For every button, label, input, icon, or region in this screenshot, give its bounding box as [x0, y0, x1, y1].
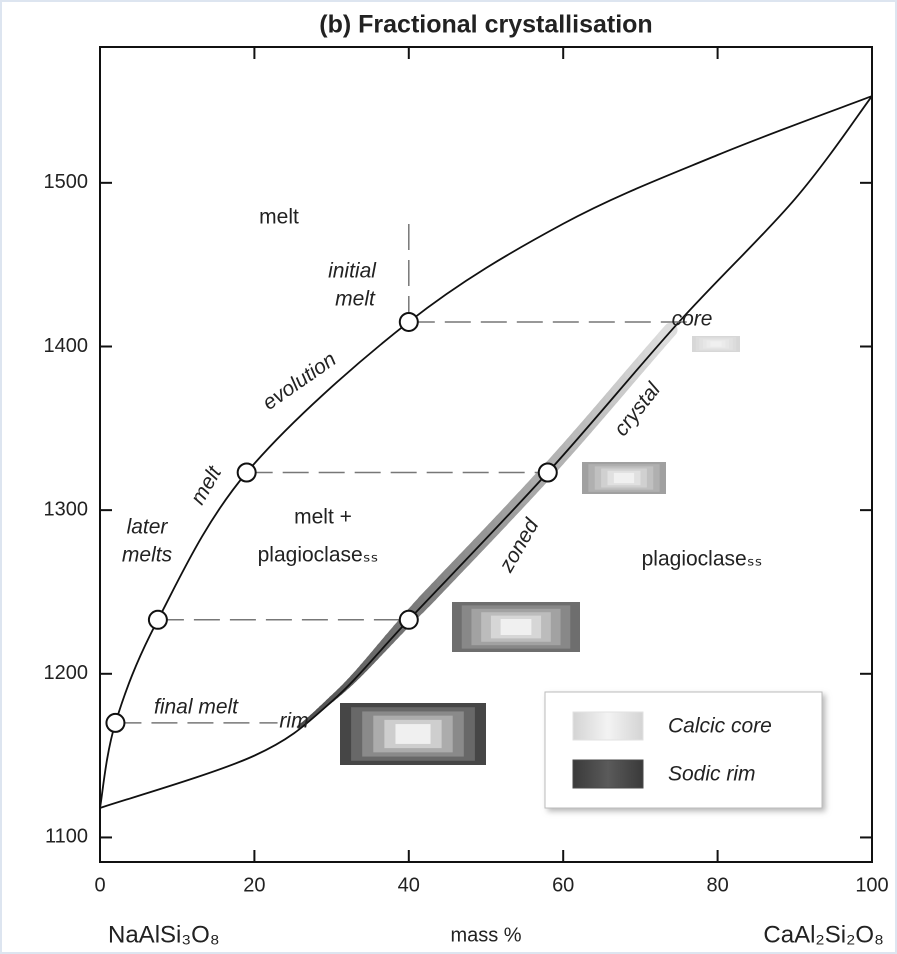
x-tick-label: 0 — [94, 874, 105, 896]
point — [236, 462, 257, 483]
annotation: melt + — [294, 506, 352, 529]
crystal-zone — [395, 724, 431, 744]
crystal-zone — [613, 472, 635, 484]
annotation: core — [672, 308, 713, 331]
right-endmember: CaAl₂Si₂O₈ — [763, 921, 884, 948]
x-tick-label: 80 — [706, 874, 728, 896]
crystal-zone — [500, 619, 532, 635]
point — [147, 609, 168, 630]
annotation: melts — [122, 544, 173, 567]
legend-label: Sodic rim — [668, 763, 756, 786]
y-tick-label: 1500 — [44, 171, 89, 193]
annotation: initial — [328, 260, 377, 283]
point — [398, 311, 419, 332]
point — [537, 462, 558, 483]
plot-frame — [99, 46, 873, 863]
phase-boundary — [99, 95, 873, 809]
y-tick-label: 1300 — [44, 498, 89, 520]
point — [398, 609, 419, 630]
annotation: plagioclaseₛₛ — [258, 544, 379, 567]
annotation: later — [127, 516, 169, 539]
left-endmember: NaAlSi₃O₈ — [108, 921, 220, 948]
chart-title: (b) Fractional crystallisation — [319, 11, 652, 39]
legend-swatch — [572, 759, 644, 789]
y-tick-label: 1400 — [44, 335, 89, 357]
y-tick-label: 1100 — [45, 826, 88, 848]
x-tick-label: 60 — [552, 874, 574, 896]
y-tick-label: 1200 — [44, 662, 89, 684]
legend-box — [544, 691, 823, 809]
x-tick-label: 20 — [243, 874, 265, 896]
point — [105, 712, 126, 733]
x-tick-label: 40 — [398, 874, 420, 896]
annotation: melt — [335, 288, 376, 311]
legend-label: Calcic core — [668, 715, 772, 738]
x-axis-label: mass % — [450, 924, 521, 946]
annotation: rim — [279, 710, 308, 733]
annotation: final melt — [154, 696, 239, 719]
crystal-zone — [710, 341, 722, 347]
x-tick-label: 100 — [855, 874, 888, 896]
annotation: plagioclaseₛₛ — [642, 548, 763, 571]
zoned-band — [657, 322, 678, 345]
annotation: melt — [259, 206, 299, 229]
crystal-boxes — [340, 336, 740, 765]
legend-swatch — [572, 711, 644, 741]
phase-boundary — [99, 95, 873, 809]
